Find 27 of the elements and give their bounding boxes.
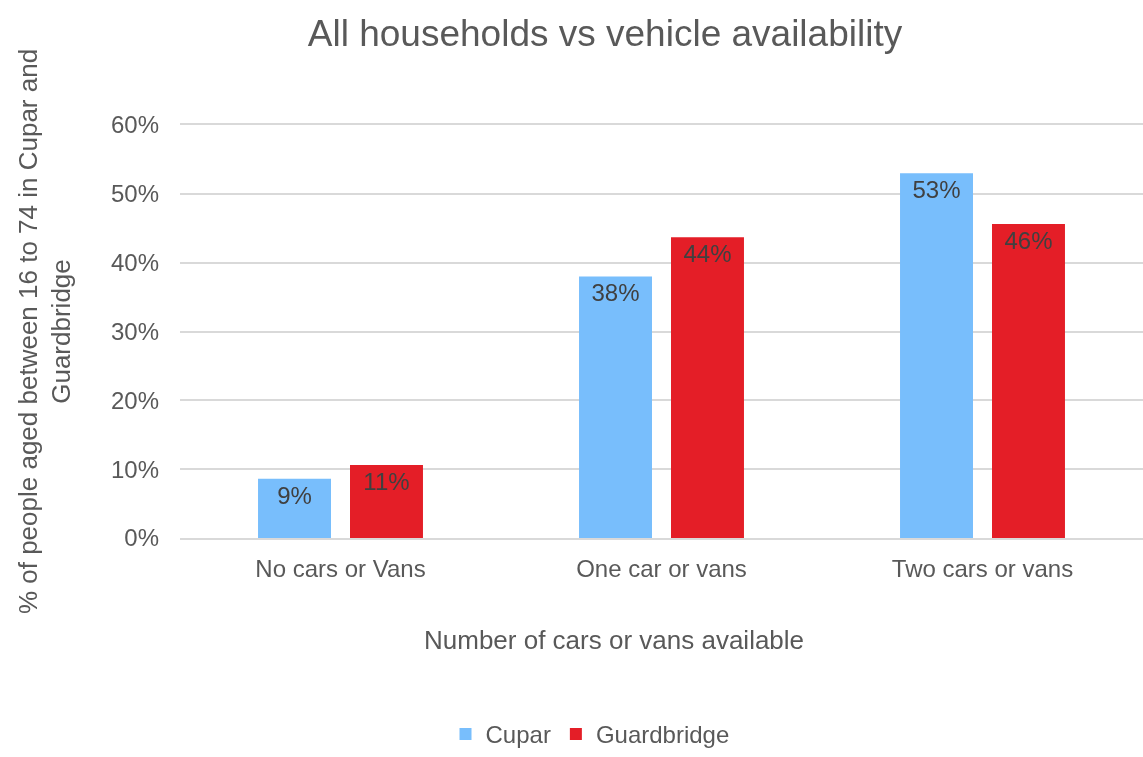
legend-label: Guardbridge — [595, 721, 730, 749]
legend-label: Cupar — [485, 721, 551, 749]
y-axis-title: % of people aged between 16 to 74 in Cupar and Guardbridge — [12, 48, 77, 615]
x-tick-label: Two cars or vans — [891, 554, 1074, 582]
bar — [671, 237, 744, 538]
bar — [350, 465, 423, 538]
bar — [992, 224, 1065, 538]
data-label: 44% — [683, 240, 732, 268]
bar — [579, 276, 652, 538]
y-tick-label: 0% — [124, 524, 159, 552]
data-label: 11% — [363, 468, 410, 496]
x-tick-label: No cars or Vans — [255, 554, 426, 582]
data-label: 9% — [277, 481, 312, 509]
data-label: 46% — [1004, 227, 1053, 255]
data-label: 38% — [591, 279, 640, 307]
bar — [900, 173, 973, 538]
y-tick-label: 50% — [110, 180, 159, 208]
bar — [258, 478, 331, 538]
x-tick-label: One car or vans — [576, 554, 747, 582]
y-tick-label: 60% — [110, 111, 159, 139]
x-axis-title: Number of cars or vans available — [424, 625, 805, 655]
chart-title: All households vs vehicle availability — [307, 12, 903, 54]
y-tick-label: 10% — [110, 455, 159, 483]
y-tick-label: 40% — [110, 249, 159, 277]
y-tick-label: 30% — [110, 317, 159, 345]
data-label: 53% — [912, 176, 961, 204]
y-tick-label: 20% — [110, 386, 159, 414]
